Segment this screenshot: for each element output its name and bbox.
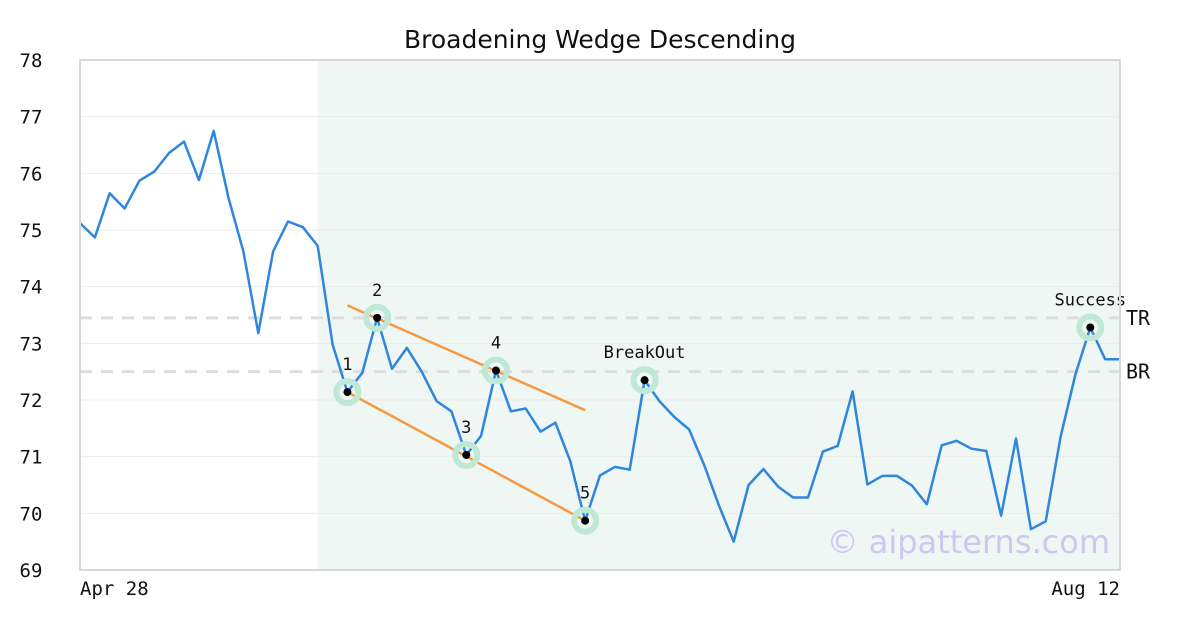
y-tick-label: 75 — [20, 220, 43, 242]
point-marker — [1086, 323, 1095, 332]
series-layer — [79, 129, 1120, 543]
points-layer: 1 2 3 4 5 BreakOut Success — [333, 281, 1126, 535]
x-tick-label: Apr 28 — [80, 578, 149, 600]
point-halo — [630, 366, 659, 395]
point-halo — [571, 506, 600, 535]
plot-frame — [79, 59, 1121, 571]
point-marker — [343, 388, 352, 397]
point-marker — [640, 376, 649, 385]
pattern-point: 5 — [571, 484, 600, 535]
level-label: BR — [1126, 360, 1151, 384]
chart-title: Broadening Wedge Descending — [404, 25, 796, 54]
level-lines-layer: TR BR — [80, 306, 1151, 384]
pattern-point: 4 — [482, 334, 510, 385]
price-line — [79, 129, 1120, 543]
point-marker — [462, 450, 471, 459]
pattern-point: 1 — [333, 355, 362, 407]
y-tick-label: 70 — [20, 503, 43, 525]
y-tick-label: 77 — [20, 107, 43, 129]
point-label: 2 — [372, 281, 382, 301]
point-marker — [373, 313, 382, 322]
point-halo — [452, 440, 481, 469]
grid-layer — [80, 116, 1120, 514]
watermark: © aipatterns.com — [827, 523, 1110, 561]
point-label: 1 — [342, 355, 352, 375]
point-halo — [333, 378, 362, 407]
point-halo — [482, 356, 510, 385]
highlight-region-layer — [317, 60, 1120, 570]
point-marker — [492, 366, 500, 375]
y-tick-label: 74 — [20, 277, 43, 299]
point-marker — [581, 516, 590, 525]
point-label: 5 — [580, 484, 590, 504]
point-label: 4 — [491, 334, 501, 354]
level-label: TR — [1126, 306, 1151, 330]
x-axis-ticks: Apr 28 Aug 12 — [80, 578, 1120, 600]
y-axis-ticks: 69 70 71 72 73 74 75 76 77 78 — [20, 50, 43, 582]
y-tick-label: 72 — [20, 390, 43, 412]
y-tick-label: 76 — [20, 163, 43, 185]
point-label: 3 — [461, 418, 471, 438]
x-tick-label: Aug 12 — [1051, 578, 1120, 600]
y-tick-label: 73 — [20, 333, 43, 355]
pattern-point: Success — [1054, 290, 1126, 342]
point-label: BreakOut — [604, 343, 686, 363]
point-halo — [363, 303, 392, 332]
pattern-point: 3 — [452, 418, 481, 469]
pattern-point: BreakOut — [604, 343, 686, 395]
point-halo — [1076, 313, 1105, 342]
pattern-point: 2 — [363, 281, 392, 332]
y-tick-label: 69 — [20, 560, 43, 582]
pattern-region — [317, 60, 1120, 570]
y-tick-label: 78 — [20, 50, 43, 72]
point-label: Success — [1054, 290, 1126, 310]
y-tick-label: 71 — [20, 447, 43, 469]
